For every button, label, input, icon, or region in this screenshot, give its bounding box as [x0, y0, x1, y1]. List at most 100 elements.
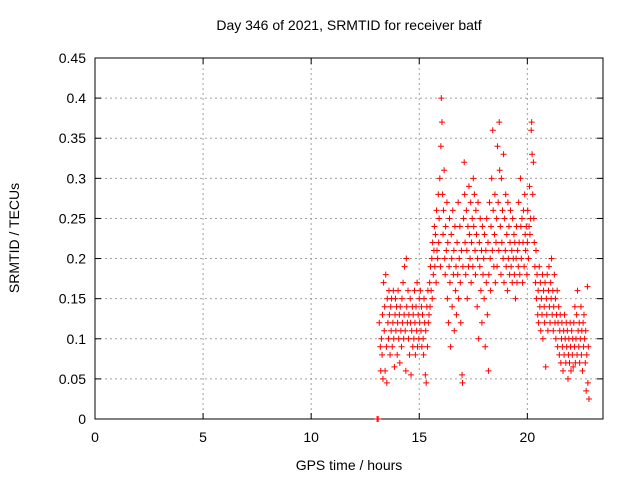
data-point: [484, 311, 491, 318]
data-point: [515, 199, 522, 206]
data-point: [478, 319, 485, 326]
y-tick-label: 0.05: [59, 371, 86, 387]
data-point: [381, 327, 388, 334]
data-point: [511, 271, 518, 278]
data-point: [477, 215, 484, 222]
data-point: [407, 295, 414, 302]
data-point: [467, 199, 474, 206]
data-point: [394, 351, 401, 358]
data-point: [387, 351, 394, 358]
data-point: [570, 363, 577, 370]
data-point: [406, 351, 413, 358]
data-point: [485, 271, 492, 278]
data-point: [455, 295, 462, 302]
data-point: [552, 335, 559, 342]
data-point: [437, 263, 444, 270]
y-tick-label: 0.4: [67, 90, 87, 106]
data-point: [528, 119, 535, 126]
data-point: [472, 271, 479, 278]
data-point: [505, 223, 512, 230]
data-point: [457, 279, 464, 286]
data-point: [430, 271, 437, 278]
data-point: [379, 375, 386, 382]
data-point: [447, 343, 454, 350]
data-point: [516, 271, 523, 278]
data-point: [524, 207, 531, 214]
data-point: [487, 255, 494, 262]
data-point: [585, 343, 592, 350]
data-point: [480, 255, 487, 262]
data-point: [434, 255, 441, 262]
data-point: [436, 215, 443, 222]
data-point: [431, 223, 438, 230]
data-point: [584, 283, 591, 290]
data-point: [583, 387, 590, 394]
data-point: [500, 151, 507, 158]
data-point: [442, 271, 449, 278]
data-point: [402, 367, 409, 374]
plot-frame: [94, 57, 604, 420]
data-point: [547, 279, 554, 286]
data-point: [578, 351, 585, 358]
x-tick-label: 10: [303, 429, 319, 445]
data-point: [450, 247, 457, 254]
data-point: [580, 311, 587, 318]
data-point: [403, 303, 410, 310]
data-point: [418, 303, 425, 310]
data-point: [535, 319, 542, 326]
data-point: [481, 231, 488, 238]
data-point: [487, 287, 494, 294]
data-point: [466, 231, 473, 238]
data-point: [501, 215, 508, 222]
data-point: [449, 303, 456, 310]
data-point: [530, 159, 537, 166]
data-point: [468, 239, 475, 246]
data-point: [472, 247, 479, 254]
data-point: [525, 255, 532, 262]
data-point: [555, 303, 562, 310]
data-point: [379, 311, 386, 318]
data-point: [530, 215, 537, 222]
data-point: [389, 343, 396, 350]
data-point: [531, 239, 538, 246]
data-point: [548, 255, 555, 262]
data-point: [442, 223, 449, 230]
data-point: [441, 255, 448, 262]
x-tick-label: 20: [520, 429, 536, 445]
data-point: [428, 255, 435, 262]
data-point: [443, 247, 450, 254]
data-point: [564, 375, 571, 382]
data-point: [490, 207, 497, 214]
data-point: [418, 343, 425, 350]
data-point: [472, 207, 479, 214]
data-point: [515, 263, 522, 270]
x-axis-label: GPS time / hours: [296, 457, 403, 473]
data-point: [514, 247, 521, 254]
data-point: [552, 295, 559, 302]
data-point: [508, 247, 515, 254]
data-point: [488, 175, 495, 182]
data-point: [482, 343, 489, 350]
y-tick-label: 0.25: [59, 210, 86, 226]
data-point: [521, 263, 528, 270]
data-point: [524, 239, 531, 246]
data-point: [429, 239, 436, 246]
data-point: [518, 215, 525, 222]
data-point: [579, 367, 586, 374]
data-point: [488, 223, 495, 230]
data-point: [423, 379, 430, 386]
data-point: [392, 295, 399, 302]
data-point: [456, 223, 463, 230]
data-point: [583, 351, 590, 358]
data-point: [502, 247, 509, 254]
data-point: [532, 247, 539, 254]
data-point: [398, 343, 405, 350]
data-point: [497, 271, 504, 278]
data-point: [581, 335, 588, 342]
data-point: [474, 255, 481, 262]
data-point: [462, 239, 469, 246]
data-point: [379, 351, 386, 358]
data-point: [523, 271, 530, 278]
chart-title: Day 346 of 2021, SRMTID for receiver bat…: [216, 17, 481, 33]
